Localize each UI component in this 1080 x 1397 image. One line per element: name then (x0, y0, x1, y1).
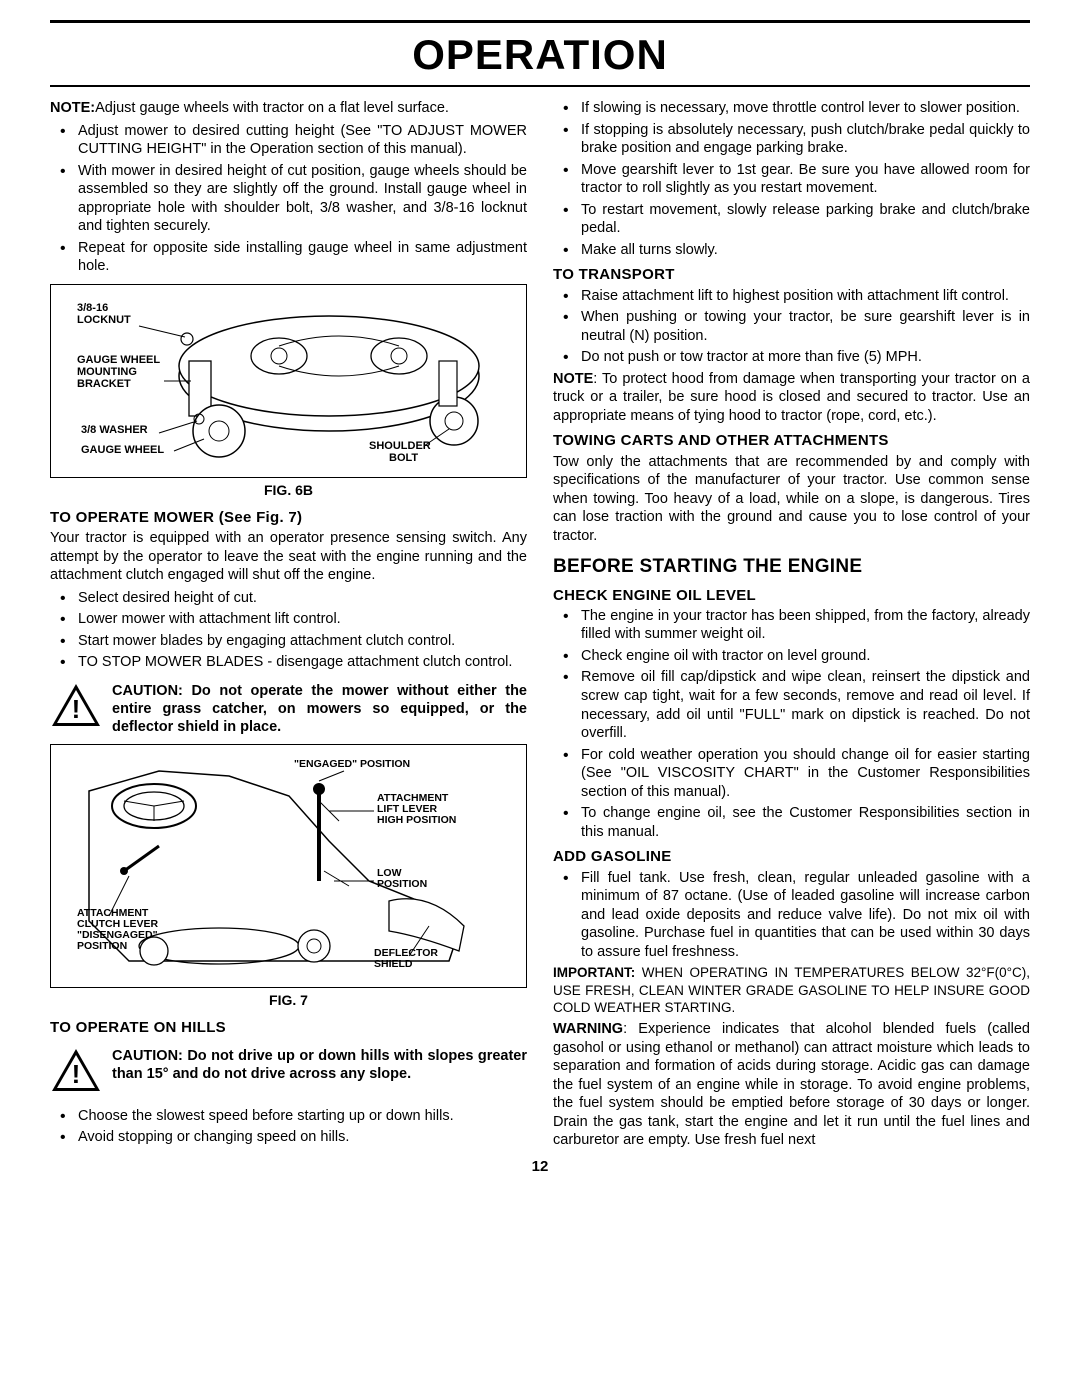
list-item: Remove oil fill cap/dipstick and wipe cl… (553, 668, 1030, 742)
bullets-oil: The engine in your tractor has been ship… (553, 607, 1030, 842)
caution-text-1: CAUTION: Do not operate the mower withou… (112, 682, 527, 736)
heading-towing: TOWING CARTS AND OTHER ATTACHMENTS (553, 431, 1030, 450)
heading-operate-mower: TO OPERATE MOWER (See Fig. 7) (50, 508, 527, 527)
list-item: Move gearshift lever to 1st gear. Be sur… (553, 161, 1030, 198)
operate-mower-paragraph: Your tractor is equipped with an operato… (50, 529, 527, 585)
left-column: NOTE:Adjust gauge wheels with tractor on… (50, 99, 527, 1154)
list-item: To change engine oil, see the Customer R… (553, 804, 1030, 841)
heading-transport: TO TRANSPORT (553, 265, 1030, 284)
list-item: To restart movement, slowly release park… (553, 201, 1030, 238)
right-column: If slowing is necessary, move throttle c… (553, 99, 1030, 1154)
list-item: Fill fuel tank. Use fresh, clean, regula… (553, 869, 1030, 962)
page-number: 12 (50, 1158, 1030, 1175)
towing-paragraph: Tow only the attachments that are recomm… (553, 453, 1030, 546)
bullets-operate-mower: Select desired height of cut. Lower mowe… (50, 589, 527, 672)
page-title: OPERATION (50, 31, 1030, 79)
bullets-transport: Raise attachment lift to highest positio… (553, 287, 1030, 367)
svg-text:!: ! (72, 694, 81, 724)
list-item: The engine in your tractor has been ship… (553, 607, 1030, 644)
list-item: If stopping is absolutely necessary, pus… (553, 121, 1030, 158)
important-label: IMPORTANT: (553, 965, 635, 980)
note-paragraph: NOTE:Adjust gauge wheels with tractor on… (50, 99, 527, 118)
label-bolt: SHOULDERBOLT (369, 440, 431, 464)
top-rule (50, 20, 1030, 23)
bullets-gauge-wheels: Adjust mower to desired cutting height (… (50, 122, 527, 276)
list-item: Make all turns slowly. (553, 241, 1030, 260)
note-text: Adjust gauge wheels with tractor on a fl… (95, 100, 449, 116)
warning-triangle-icon: ! (50, 682, 102, 734)
fig7-diagram: "ENGAGED" POSITION ATTACHMENTLIFT LEVERH… (69, 751, 509, 981)
caution-box-1: ! CAUTION: Do not operate the mower with… (50, 682, 527, 736)
warning-text: : Experience indicates that alcohol blen… (553, 1021, 1030, 1148)
list-item: Do not push or tow tractor at more than … (553, 348, 1030, 367)
list-item: For cold weather operation you should ch… (553, 746, 1030, 802)
label-deflector: DEFLECTORSHIELD (374, 947, 438, 970)
fig6b-caption: FIG. 6B (50, 482, 527, 500)
label-wheel: GAUGE WHEEL (81, 444, 164, 456)
heading-before-starting: BEFORE STARTING THE ENGINE (553, 555, 1030, 579)
heading-check-oil: CHECK ENGINE OIL LEVEL (553, 586, 1030, 605)
caution-text-2: CAUTION: Do not drive up or down hills w… (112, 1047, 527, 1083)
fig6b-diagram: 3/8-16LOCKNUT GAUGE WHEELMOUNTINGBRACKET… (69, 291, 509, 471)
label-washer: 3/8 WASHER (81, 424, 148, 436)
list-item: Avoid stopping or changing speed on hill… (50, 1128, 527, 1147)
columns: NOTE:Adjust gauge wheels with tractor on… (50, 99, 1030, 1154)
heading-gasoline: ADD GASOLINE (553, 847, 1030, 866)
list-item: Select desired height of cut. (50, 589, 527, 608)
label-bracket: GAUGE WHEELMOUNTINGBRACKET (77, 354, 160, 390)
bullets-hills-continued: If slowing is necessary, move throttle c… (553, 99, 1030, 259)
list-item: Raise attachment lift to highest positio… (553, 287, 1030, 306)
note-label: NOTE: (50, 100, 95, 116)
list-item: Adjust mower to desired cutting height (… (50, 122, 527, 159)
label-engaged: "ENGAGED" POSITION (294, 758, 410, 770)
list-item: Lower mower with attachment lift control… (50, 610, 527, 629)
fig7-caption: FIG. 7 (50, 992, 527, 1010)
list-item: When pushing or towing your tractor, be … (553, 308, 1030, 345)
list-item: Check engine oil with tractor on level g… (553, 647, 1030, 666)
list-item: Start mower blades by engaging attachmen… (50, 632, 527, 651)
label-low: LOWPOSITION (377, 867, 427, 890)
warning-triangle-icon: ! (50, 1047, 102, 1099)
warning-label: WARNING (553, 1021, 623, 1037)
figure-6b: 3/8-16LOCKNUT GAUGE WHEELMOUNTINGBRACKET… (50, 284, 527, 478)
list-item: If slowing is necessary, move throttle c… (553, 99, 1030, 118)
label-locknut: 3/8-16LOCKNUT (77, 302, 131, 326)
svg-text:!: ! (72, 1059, 81, 1089)
list-item: Repeat for opposite side installing gaug… (50, 239, 527, 276)
transport-note: NOTE: To protect hood from damage when t… (553, 370, 1030, 426)
bullets-gasoline: Fill fuel tank. Use fresh, clean, regula… (553, 869, 1030, 962)
mid-rule (50, 85, 1030, 87)
transport-note-text: : To protect hood from damage when trans… (553, 371, 1030, 424)
figure-7: "ENGAGED" POSITION ATTACHMENTLIFT LEVERH… (50, 744, 527, 988)
list-item: TO STOP MOWER BLADES - disengage attachm… (50, 653, 527, 672)
label-liftlever: ATTACHMENTLIFT LEVERHIGH POSITION (377, 792, 456, 826)
list-item: With mower in desired height of cut posi… (50, 162, 527, 236)
important-paragraph: IMPORTANT: WHEN OPERATING IN TEMPERATURE… (553, 964, 1030, 1016)
caution-box-2: ! CAUTION: Do not drive up or down hills… (50, 1047, 527, 1099)
bullets-hills: Choose the slowest speed before starting… (50, 1107, 527, 1147)
warning-paragraph: WARNING: Experience indicates that alcoh… (553, 1020, 1030, 1150)
list-item: Choose the slowest speed before starting… (50, 1107, 527, 1126)
note-label: NOTE (553, 371, 593, 387)
heading-hills: TO OPERATE ON HILLS (50, 1018, 527, 1037)
